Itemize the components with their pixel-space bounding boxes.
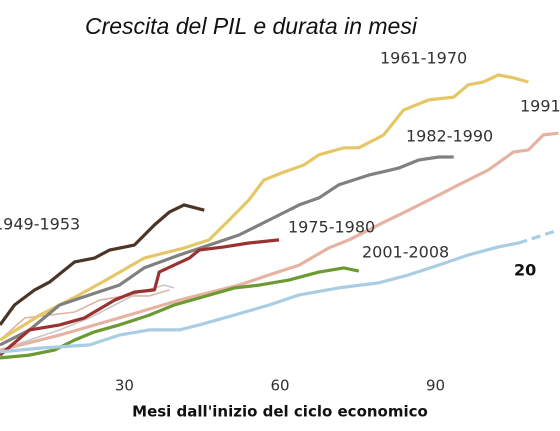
series-line	[0, 284, 175, 351]
series-label: 1961-1970	[380, 49, 467, 68]
series-line	[0, 203, 205, 326]
x-tick-label: 30	[115, 377, 134, 395]
x-tick-label: 90	[426, 377, 445, 395]
series-label: 2001-2008	[362, 243, 449, 262]
series-label: 1975-1980	[288, 218, 375, 237]
chart-title: Crescita del PIL e durata in mesi	[85, 13, 418, 39]
plot-area	[0, 73, 559, 360]
series-line	[0, 155, 454, 347]
series-label: 1949-1953	[0, 215, 80, 234]
series-line	[0, 73, 529, 342]
series-label: 20	[514, 261, 536, 280]
series-line	[0, 241, 519, 354]
series-line	[0, 131, 559, 352]
x-axis-label: Mesi dall'inizio del ciclo economico	[132, 403, 428, 421]
series-line	[518, 228, 559, 245]
x-tick-label: 60	[270, 377, 289, 395]
series-label: 1982-1990	[406, 127, 493, 146]
series-line	[0, 289, 170, 341]
series-line	[0, 238, 280, 357]
series-label: 1991	[520, 97, 560, 116]
series-line	[0, 266, 360, 360]
